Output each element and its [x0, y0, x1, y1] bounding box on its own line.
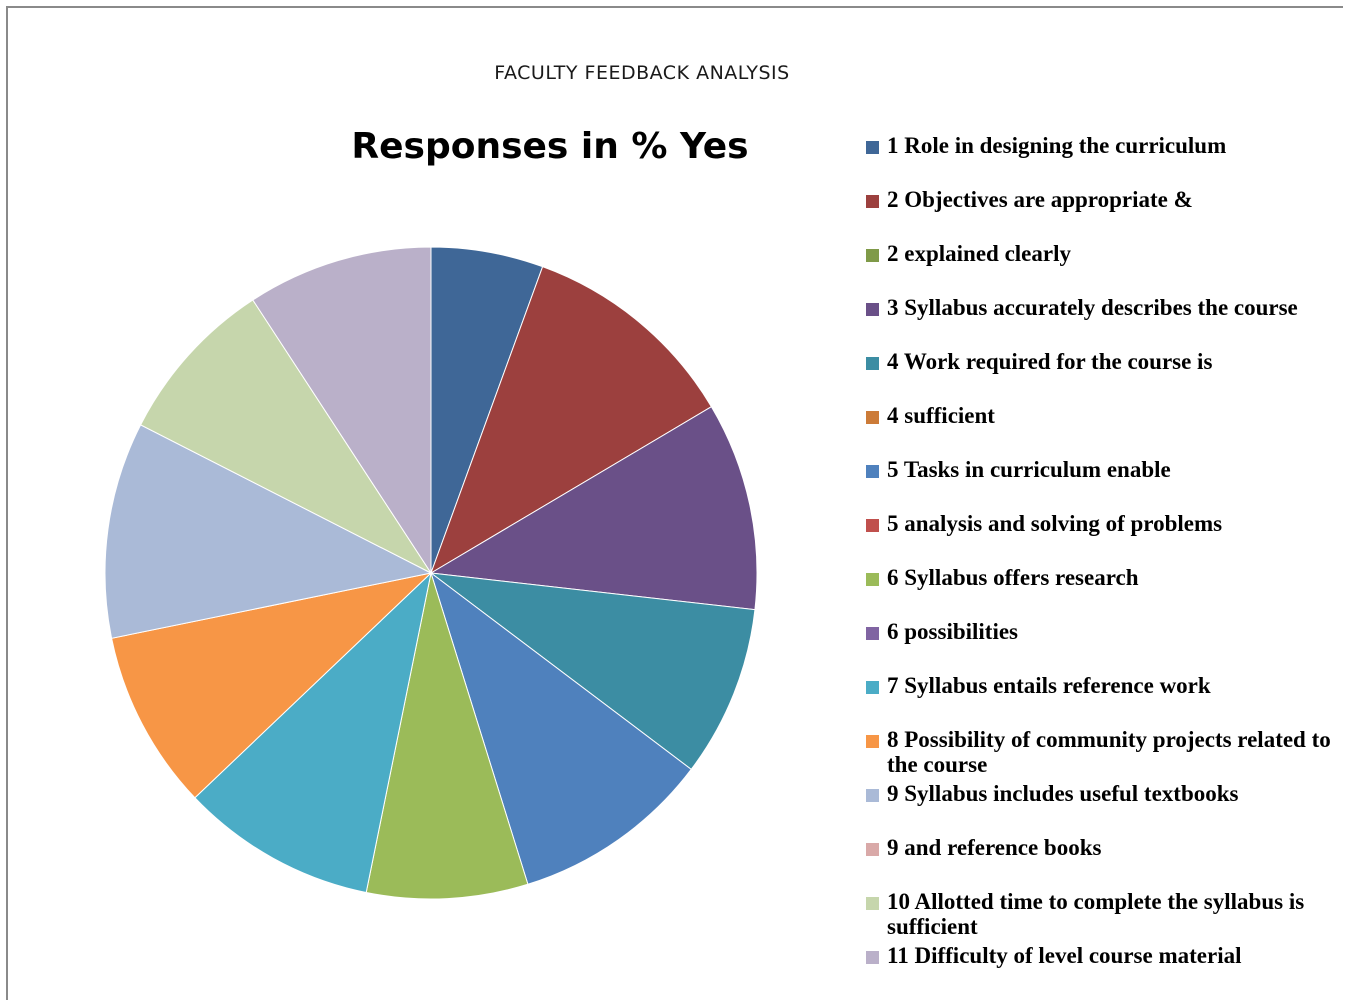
- legend-label: 3 Syllabus accurately describes the cour…: [887, 295, 1298, 320]
- chart-title: Responses in % Yes: [351, 126, 749, 167]
- pie-slice-3: [429, 406, 758, 611]
- legend-label: 1 Role in designing the curriculum: [887, 133, 1227, 158]
- legend-label: 9 and reference books: [887, 835, 1102, 860]
- pie-slice-8: [111, 572, 433, 799]
- legend-swatch: [866, 465, 879, 478]
- legend-swatch: [866, 843, 879, 856]
- legend-label: 4 Work required for the course is: [887, 349, 1213, 374]
- legend-swatch: [866, 573, 879, 586]
- pie-slice-5: [430, 571, 692, 885]
- legend-label: 10 Allotted time to complete the syllabu…: [887, 889, 1305, 939]
- legend-label: 11 Difficulty of level course material: [887, 943, 1242, 968]
- legend-label: 6 Syllabus offers research: [887, 565, 1139, 590]
- legend-swatch: [866, 897, 879, 910]
- legend-label: 4 sufficient: [887, 403, 995, 428]
- legend-swatch: [866, 411, 879, 424]
- pie-slice-2: [430, 266, 713, 575]
- legend-label: 6 possibilities: [887, 619, 1019, 644]
- legend-label: 5 Tasks in curriculum enable: [887, 457, 1171, 482]
- legend-label: 9 Syllabus includes useful textbooks: [887, 781, 1239, 806]
- legend-swatch: [866, 141, 879, 154]
- legend-swatch: [866, 735, 879, 748]
- legend-swatch: [866, 789, 879, 802]
- legend-swatch: [866, 951, 879, 964]
- legend-label: 7 Syllabus entails reference work: [887, 673, 1211, 698]
- legend-swatch: [866, 249, 879, 262]
- legend-swatch: [866, 357, 879, 370]
- legend-swatch: [866, 627, 879, 640]
- pie-slice-9: [104, 424, 433, 639]
- legend-swatch: [866, 681, 879, 694]
- pie-slice-6: [365, 572, 529, 900]
- legend-label: 2 Objectives are appropriate &: [887, 187, 1193, 212]
- pie-slice-4: [429, 572, 756, 771]
- legend-swatch: [866, 195, 879, 208]
- page-header: FACULTY FEEDBACK ANALYSIS: [494, 62, 790, 84]
- pie-slice-10: [139, 299, 433, 575]
- chart-legend: 1 Role in designing the curriculum 2 Obje…: [866, 0, 1345, 1002]
- chart-frame: [6, 6, 1343, 1000]
- legend-label: 2 explained clearly: [887, 241, 1071, 266]
- legend-swatch: [866, 519, 879, 532]
- legend-label: 5 analysis and solving of problems: [887, 511, 1223, 536]
- pie-slice-7: [194, 571, 432, 894]
- legend-label: 8 Possibility of community projects rela…: [887, 727, 1331, 777]
- legend-swatch: [866, 303, 879, 316]
- pie-slice-11: [252, 246, 432, 575]
